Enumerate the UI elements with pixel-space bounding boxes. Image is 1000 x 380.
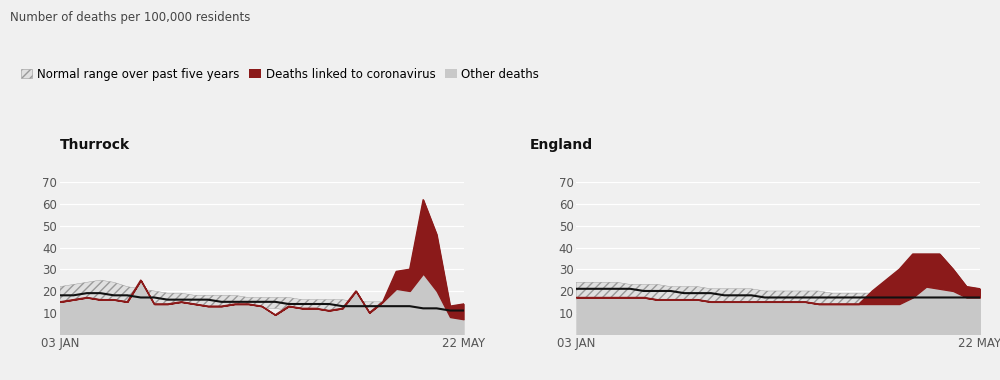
Text: Thurrock: Thurrock — [60, 138, 130, 152]
Text: Number of deaths per 100,000 residents: Number of deaths per 100,000 residents — [10, 11, 250, 24]
Legend: Normal range over past five years, Deaths linked to coronavirus, Other deaths: Normal range over past five years, Death… — [16, 63, 544, 86]
Text: England: England — [530, 138, 593, 152]
